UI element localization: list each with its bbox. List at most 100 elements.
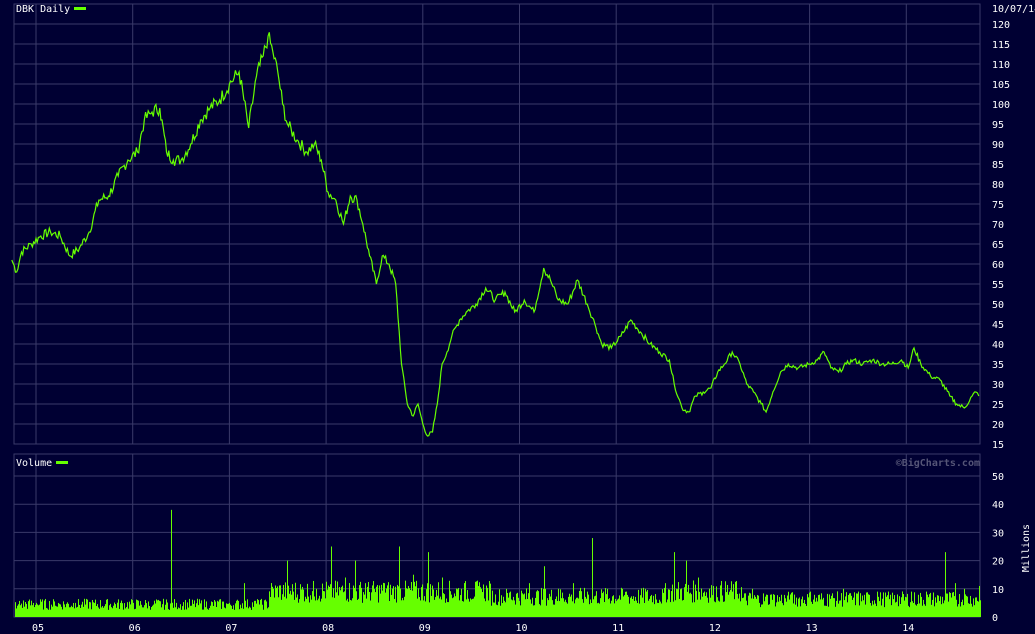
volume-bar — [482, 592, 483, 617]
volume-bar — [281, 599, 282, 617]
volume-bar — [101, 607, 102, 617]
volume-bar — [266, 601, 267, 617]
volume-bar — [545, 588, 546, 617]
volume-bar — [926, 591, 927, 617]
volume-bar — [831, 595, 832, 617]
volume-bar — [843, 588, 844, 617]
volume-bar — [455, 596, 456, 617]
volume-bar — [374, 588, 375, 617]
volume-bar — [739, 593, 740, 617]
volume-bar — [393, 586, 394, 617]
volume-bar — [110, 603, 111, 617]
volume-bar — [747, 605, 748, 617]
volume-bar — [592, 538, 593, 617]
volume-bar — [669, 589, 670, 617]
volume-bar — [129, 601, 130, 617]
volume-bar — [488, 600, 489, 617]
volume-bar — [114, 602, 115, 617]
volume-bar — [501, 595, 502, 617]
volume-bar — [919, 603, 920, 617]
volume-bar — [161, 607, 162, 617]
volume-bar — [145, 600, 146, 617]
volume-bar — [133, 602, 134, 617]
volume-bar — [619, 595, 620, 617]
volume-bar — [754, 595, 755, 617]
volume-bar — [474, 596, 475, 617]
volume-bar — [626, 591, 627, 617]
volume-bar — [290, 590, 291, 617]
volume-bar — [306, 598, 307, 617]
volume-bar — [851, 595, 852, 617]
volume-bar — [294, 599, 295, 617]
volume-bar — [938, 595, 939, 617]
volume-bar — [44, 600, 45, 617]
volume-bar — [846, 592, 847, 617]
volume-bar — [287, 560, 288, 617]
volume-bar — [42, 599, 43, 617]
volume-bar — [300, 584, 301, 617]
volume-bar — [225, 608, 226, 617]
volume-bar — [790, 594, 791, 617]
volume-bar — [360, 581, 361, 617]
volume-bar — [333, 588, 334, 617]
volume-bar — [367, 586, 368, 617]
volume-bar — [673, 601, 674, 617]
volume-bar — [714, 601, 715, 617]
volume-bar — [884, 607, 885, 617]
volume-bar — [891, 605, 892, 617]
volume-bar — [63, 601, 64, 617]
volume-bar — [243, 608, 244, 617]
volume-bar — [871, 605, 872, 617]
volume-bar — [625, 591, 626, 617]
volume-bar — [854, 592, 855, 617]
volume-bar — [937, 595, 938, 617]
volume-bar — [909, 607, 910, 617]
volume-bar — [239, 609, 240, 617]
volume-bar — [856, 593, 857, 617]
volume-bar — [87, 599, 88, 617]
price-y-tick-label: 105 — [992, 80, 1010, 91]
volume-bar — [847, 602, 848, 617]
volume-bar — [765, 596, 766, 617]
volume-y-tick-label: 0 — [992, 613, 998, 624]
volume-bar — [279, 585, 280, 617]
volume-bar — [922, 605, 923, 617]
volume-bar — [528, 593, 529, 617]
volume-bar — [141, 604, 142, 617]
volume-bar — [262, 604, 263, 617]
volume-bar — [904, 600, 905, 617]
volume-bar — [104, 606, 105, 617]
volume-bar — [214, 600, 215, 617]
price-y-tick-label: 20 — [992, 420, 1004, 431]
volume-bar — [332, 597, 333, 617]
volume-bar — [658, 603, 659, 617]
volume-bar — [422, 584, 423, 617]
volume-bar — [49, 601, 50, 617]
volume-bar — [157, 600, 158, 617]
volume-bar — [249, 606, 250, 617]
volume-bar — [77, 606, 78, 617]
volume-bar — [497, 605, 498, 617]
volume-bar — [136, 599, 137, 617]
volume-bar — [794, 594, 795, 617]
volume-bar — [776, 602, 777, 617]
volume-y-tick-label: 50 — [992, 472, 1004, 483]
price-y-tick-label: 100 — [992, 100, 1010, 111]
volume-bar — [493, 602, 494, 617]
volume-bar — [215, 601, 216, 617]
volume-bar — [245, 600, 246, 617]
volume-bar — [667, 599, 668, 617]
volume-bar — [633, 596, 634, 617]
volume-bar — [185, 599, 186, 617]
volume-bar — [656, 599, 657, 617]
volume-bar — [43, 609, 44, 617]
volume-bar — [968, 603, 969, 617]
volume-bar — [298, 602, 299, 617]
volume-bar — [201, 600, 202, 617]
volume-bar — [530, 599, 531, 617]
volume-bar — [100, 600, 101, 617]
volume-bar — [124, 603, 125, 617]
volume-bar — [404, 596, 405, 617]
volume-bar — [834, 598, 835, 617]
volume-bar — [149, 606, 150, 617]
